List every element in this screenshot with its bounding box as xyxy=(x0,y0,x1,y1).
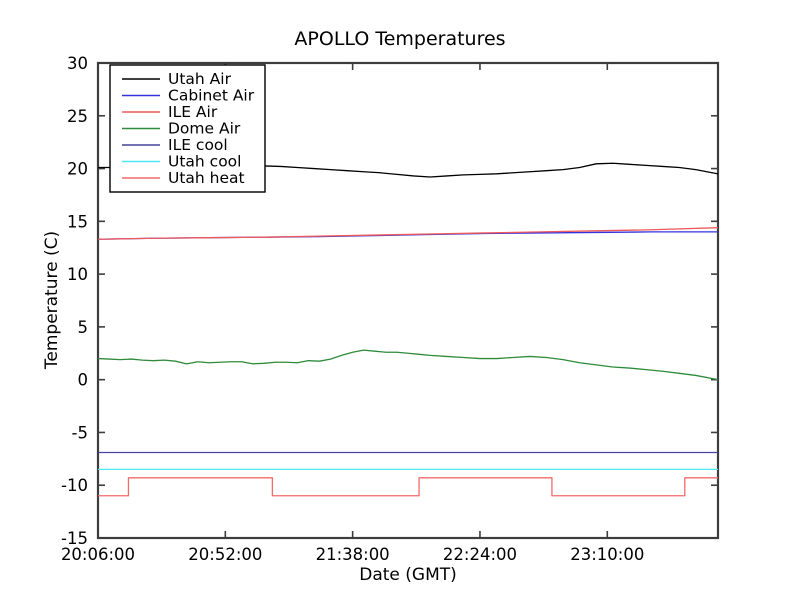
data-series-group xyxy=(97,162,719,497)
y-tick-label: 10 xyxy=(67,265,88,284)
series-line-dome-air xyxy=(97,349,719,381)
y-tick-label: -15 xyxy=(61,529,88,548)
x-tick-label: 23:10:00 xyxy=(570,545,644,564)
x-tick-label: 20:06:00 xyxy=(61,545,135,564)
y-tick-label: -10 xyxy=(61,476,88,495)
y-tick-label: 15 xyxy=(67,212,88,231)
y-tick-label: 0 xyxy=(78,371,89,390)
y-tick-label: 5 xyxy=(78,318,89,337)
x-tick-label: 22:24:00 xyxy=(443,545,517,564)
legend-label-utah-air: Utah Air xyxy=(168,70,232,88)
legend-label-utah-cool: Utah cool xyxy=(168,153,241,171)
legend-label-ile-air: ILE Air xyxy=(168,103,218,121)
y-axis-ticks: -15 -10 -5 0 5 10 15 20 25 30 xyxy=(61,54,718,548)
x-axis-title: Date (GMT) xyxy=(359,565,457,585)
legend-label-ile-cool: ILE cool xyxy=(168,136,228,154)
y-tick-label: 20 xyxy=(67,160,88,179)
legend-label-utah-heat: Utah heat xyxy=(168,169,245,187)
x-axis-ticks: 20:06:00 20:52:00 21:38:00 22:24:00 23:10:00 xyxy=(61,63,644,564)
x-tick-label: 21:38:00 xyxy=(316,545,390,564)
y-axis-title: Temperature (C) xyxy=(42,231,62,370)
plot-frame xyxy=(96,61,720,540)
legend-label-cabinet-air: Cabinet Air xyxy=(168,87,255,105)
y-tick-label: 25 xyxy=(67,107,88,126)
legend-label-dome-air: Dome Air xyxy=(168,120,241,138)
y-tick-label: -5 xyxy=(72,423,88,442)
x-tick-label: 20:52:00 xyxy=(188,545,262,564)
chart-title: APOLLO Temperatures xyxy=(294,28,505,50)
y-tick-label: 30 xyxy=(67,54,88,73)
series-line-ile-air xyxy=(97,227,719,240)
series-line-utah-heat xyxy=(98,477,718,497)
